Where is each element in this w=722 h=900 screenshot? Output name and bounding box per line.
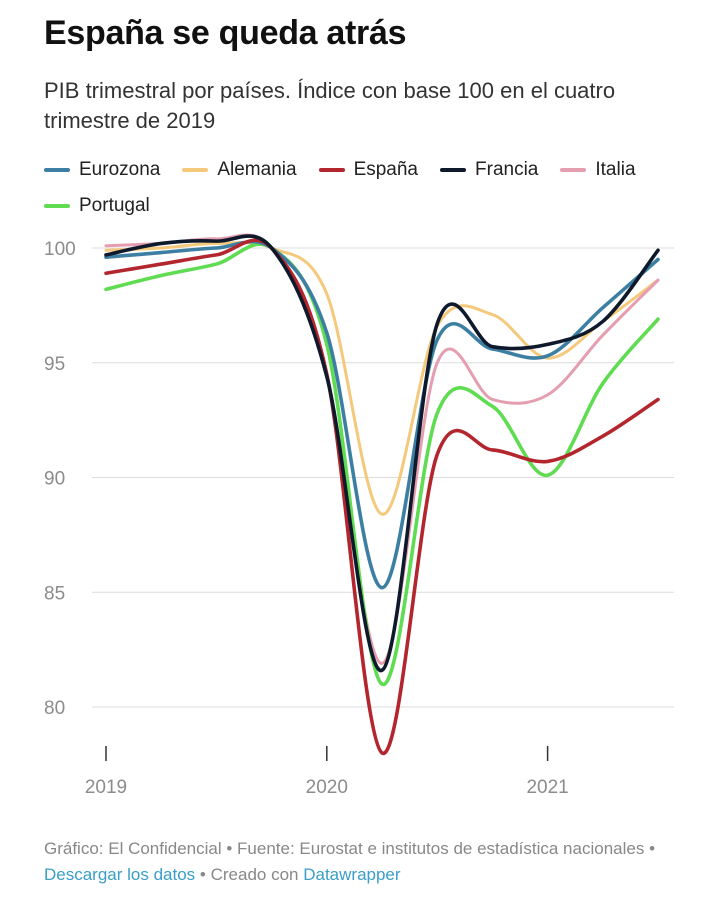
y-tick-label: 100	[44, 239, 76, 260]
legend-swatch	[318, 168, 345, 172]
chart-title: España se queda atrás	[44, 14, 407, 52]
legend-label: España	[353, 159, 419, 180]
x-tick-label: 2019	[85, 777, 127, 798]
series-line-francia	[104, 234, 660, 673]
x-tick-label: 2020	[306, 777, 348, 798]
y-tick-label: 80	[44, 698, 65, 719]
separator: •	[195, 865, 211, 884]
legend-swatch	[560, 168, 587, 172]
x-tick-label: 2021	[526, 777, 568, 798]
legend-label: Eurozona	[79, 159, 161, 180]
download-data-link[interactable]: Descargar los datos	[44, 865, 196, 884]
series-line-españa	[104, 238, 660, 755]
legend-swatch	[44, 204, 70, 208]
separator: •	[221, 839, 238, 858]
legend-swatch	[44, 168, 70, 172]
legend-label: Alemania	[217, 159, 297, 180]
legend-label: Portugal	[79, 195, 150, 216]
legend-item-francia: Francia	[440, 158, 538, 182]
line-chart: 80 85 90 95 100 2019 2020 2021	[44, 233, 674, 798]
series-line-alemania	[104, 241, 660, 516]
legend-item-españa: España	[318, 158, 419, 182]
series-line-eurozona	[104, 239, 660, 590]
series-line-italia	[104, 233, 660, 665]
separator: •	[644, 839, 656, 858]
chart-footer: Gráfico: El Confidencial • Fuente: Euros…	[44, 836, 684, 888]
created-with-text: Creado con	[210, 865, 304, 884]
chart-legend: Eurozona Alemania España Francia Italia Portu…	[44, 158, 704, 218]
legend-item-portugal: Portugal	[44, 194, 150, 218]
legend-label: Francia	[475, 159, 539, 180]
legend-item-eurozona: Eurozona	[44, 158, 160, 182]
series-line-portugal	[104, 242, 660, 686]
y-tick-label: 90	[44, 469, 65, 490]
y-tick-label: 95	[44, 354, 65, 375]
y-tick-label: 85	[44, 583, 65, 604]
legend-swatch	[440, 168, 467, 172]
credit-text: Gráfico: El Confidencial	[44, 839, 222, 858]
legend-swatch	[182, 168, 209, 172]
legend-item-alemania: Alemania	[182, 158, 297, 182]
legend-item-italia: Italia	[560, 158, 636, 182]
chart-subtitle: PIB trimestral por países. Índice con ba…	[44, 78, 616, 133]
source-text: Fuente: Eurostat e institutos de estadís…	[237, 839, 645, 858]
legend-label: Italia	[595, 159, 636, 180]
datawrapper-link[interactable]: Datawrapper	[303, 865, 401, 884]
